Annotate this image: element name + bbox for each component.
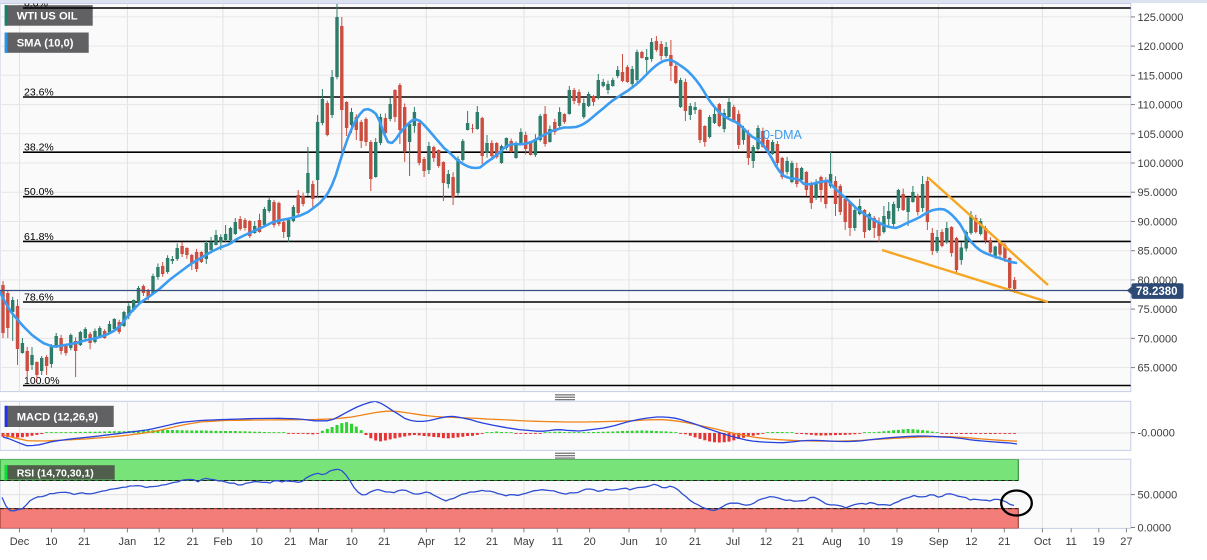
svg-text:Mar: Mar: [309, 536, 328, 548]
svg-text:21: 21: [284, 536, 296, 548]
svg-text:12: 12: [965, 536, 977, 548]
svg-text:100.0%: 100.0%: [24, 375, 60, 387]
svg-text:RSI (14,70,30,1): RSI (14,70,30,1): [17, 467, 94, 479]
svg-text:Jun: Jun: [620, 536, 638, 548]
svg-text:105.0000: 105.0000: [1138, 129, 1184, 141]
svg-text:Feb: Feb: [213, 536, 232, 548]
svg-text:Aug: Aug: [822, 536, 842, 548]
svg-text:May: May: [514, 536, 535, 548]
svg-text:50.0%: 50.0%: [24, 186, 54, 198]
svg-text:110.0000: 110.0000: [1138, 100, 1183, 112]
svg-text:19: 19: [1093, 536, 1105, 548]
svg-text:10: 10: [655, 536, 667, 548]
svg-text:21: 21: [792, 536, 804, 548]
svg-text:10: 10: [346, 536, 358, 548]
svg-text:12: 12: [760, 536, 772, 548]
svg-text:10: 10: [45, 536, 57, 548]
svg-text:21: 21: [486, 536, 498, 548]
svg-text:20: 20: [583, 536, 595, 548]
svg-text:19: 19: [891, 536, 903, 548]
svg-text:38.2%: 38.2%: [24, 142, 54, 154]
svg-text:Sep: Sep: [929, 536, 949, 548]
svg-text:27: 27: [1120, 536, 1132, 548]
svg-text:125.0000: 125.0000: [1138, 12, 1184, 24]
svg-text:85.0000: 85.0000: [1138, 246, 1178, 258]
svg-text:21: 21: [378, 536, 390, 548]
svg-text:120.0000: 120.0000: [1138, 41, 1184, 53]
svg-text:75.0000: 75.0000: [1138, 304, 1178, 316]
svg-text:12: 12: [153, 536, 165, 548]
svg-text:100.0000: 100.0000: [1138, 158, 1184, 170]
svg-text:Oct: Oct: [1034, 536, 1051, 548]
svg-text:Apr: Apr: [418, 536, 435, 548]
svg-text:61.8%: 61.8%: [24, 231, 54, 243]
svg-text:0.0%: 0.0%: [24, 0, 48, 10]
svg-text:78.6%: 78.6%: [24, 292, 54, 304]
svg-text:11: 11: [552, 536, 563, 548]
svg-text:0.0000: 0.0000: [1138, 523, 1172, 535]
svg-text:12: 12: [454, 536, 466, 548]
svg-text:21: 21: [689, 536, 701, 548]
svg-text:115.0000: 115.0000: [1138, 70, 1183, 82]
svg-text:MACD (12,26,9): MACD (12,26,9): [17, 411, 99, 423]
svg-text:WTI US OIL: WTI US OIL: [17, 10, 78, 22]
svg-text:-0.0000: -0.0000: [1138, 428, 1175, 440]
svg-text:95.0000: 95.0000: [1138, 187, 1178, 199]
svg-text:10: 10: [858, 536, 870, 548]
svg-text:65.0000: 65.0000: [1138, 363, 1178, 375]
svg-text:78.2380: 78.2380: [1136, 286, 1178, 298]
svg-text:10-DMA: 10-DMA: [756, 128, 803, 142]
svg-text:Jul: Jul: [726, 536, 740, 548]
svg-text:21: 21: [186, 536, 198, 548]
svg-text:23.6%: 23.6%: [24, 87, 54, 99]
svg-text:10: 10: [251, 536, 263, 548]
svg-text:21: 21: [998, 536, 1010, 548]
svg-text:21: 21: [78, 536, 90, 548]
svg-text:Dec: Dec: [10, 536, 30, 548]
svg-text:70.0000: 70.0000: [1138, 333, 1178, 345]
svg-text:11: 11: [1065, 536, 1076, 548]
svg-text:SMA (10,0): SMA (10,0): [17, 38, 74, 50]
svg-text:90.0000: 90.0000: [1138, 217, 1178, 229]
svg-text:Jan: Jan: [119, 536, 137, 548]
svg-text:50.0000: 50.0000: [1138, 490, 1178, 502]
